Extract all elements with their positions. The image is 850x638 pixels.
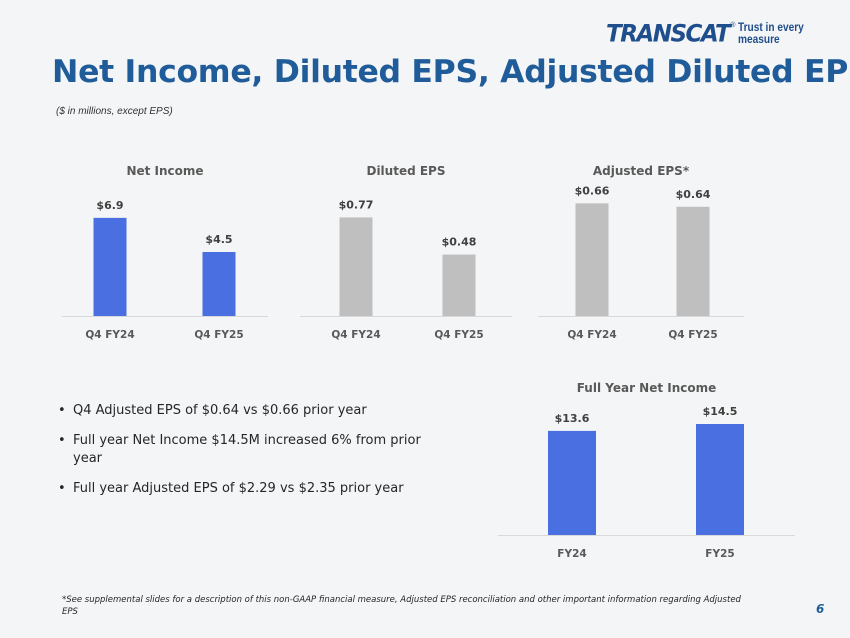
- transcat-logo: TRANSCAT ® Trust in every measure: [606, 20, 850, 46]
- adjusted-eps-value-label-q4-fy24: $0.66: [575, 184, 610, 197]
- net-income-tick-label-q4-fy24: Q4 FY24: [85, 329, 134, 341]
- page-title: Net Income, Diluted EPS, Adjusted Dilute…: [52, 54, 850, 90]
- diluted-eps-bar-q4-fy25: [442, 254, 476, 316]
- bullet-q4-adjusted-eps: Q4 Adjusted EPS of $0.64 vs $0.66 prior …: [58, 402, 438, 420]
- logo-tagline: Trust in every measure: [738, 22, 805, 46]
- units-subtitle: ($ in millions, except EPS): [56, 106, 173, 117]
- registered-mark: ®: [730, 22, 736, 29]
- full-year-net-income-tick-label-fy25: FY25: [705, 548, 734, 560]
- full-year-net-income-chart-title: Full Year Net Income: [577, 381, 717, 395]
- diluted-eps-bar-q4-fy24: [339, 217, 373, 316]
- diluted-eps-value-label-q4-fy24: $0.77: [339, 198, 374, 211]
- diluted-eps-tick-label-q4-fy25: Q4 FY25: [434, 329, 483, 341]
- net-income-value-label-q4-fy24: $6.9: [96, 199, 123, 212]
- net-income-chart-title: Net Income: [126, 164, 203, 178]
- adjusted-eps-chart-title: Adjusted EPS*: [593, 164, 690, 178]
- bullet-full-year-adjusted-eps: Full year Adjusted EPS of $2.29 vs $2.35…: [58, 480, 438, 498]
- net-income-tick-label-q4-fy25: Q4 FY25: [194, 329, 243, 341]
- key-highlights-list: Q4 Adjusted EPS of $0.64 vs $0.66 prior …: [58, 402, 438, 510]
- adjusted-eps-bar-q4-fy25: [676, 206, 710, 316]
- full-year-net-income-bar-fy25: [696, 424, 744, 535]
- page-number: 6: [816, 602, 825, 616]
- full-year-net-income-value-label-fy25: $14.5: [703, 405, 738, 418]
- full-year-net-income-value-label-fy24: $13.6: [555, 412, 590, 425]
- diluted-eps-chart-title: Diluted EPS: [366, 164, 445, 178]
- adjusted-eps-bar-q4-fy24: [575, 203, 609, 316]
- bullet-full-year-net-income: Full year Net Income $14.5M increased 6%…: [58, 432, 438, 468]
- full-year-net-income-bar-fy24: [548, 430, 596, 535]
- diluted-eps-value-label-q4-fy25: $0.48: [442, 236, 477, 249]
- full-year-net-income-tick-label-fy24: FY24: [557, 548, 586, 560]
- net-income-bar-q4-fy25: [202, 252, 236, 316]
- logo-wordmark: TRANSCAT: [606, 20, 731, 48]
- footnote: *See supplemental slides for a descripti…: [62, 595, 741, 617]
- adjusted-eps-tick-label-q4-fy24: Q4 FY24: [567, 329, 616, 341]
- net-income-bar-q4-fy24: [93, 217, 127, 316]
- adjusted-eps-tick-label-q4-fy25: Q4 FY25: [668, 329, 717, 341]
- diluted-eps-tick-label-q4-fy24: Q4 FY24: [331, 329, 380, 341]
- net-income-value-label-q4-fy25: $4.5: [205, 233, 232, 246]
- adjusted-eps-value-label-q4-fy25: $0.64: [676, 188, 711, 201]
